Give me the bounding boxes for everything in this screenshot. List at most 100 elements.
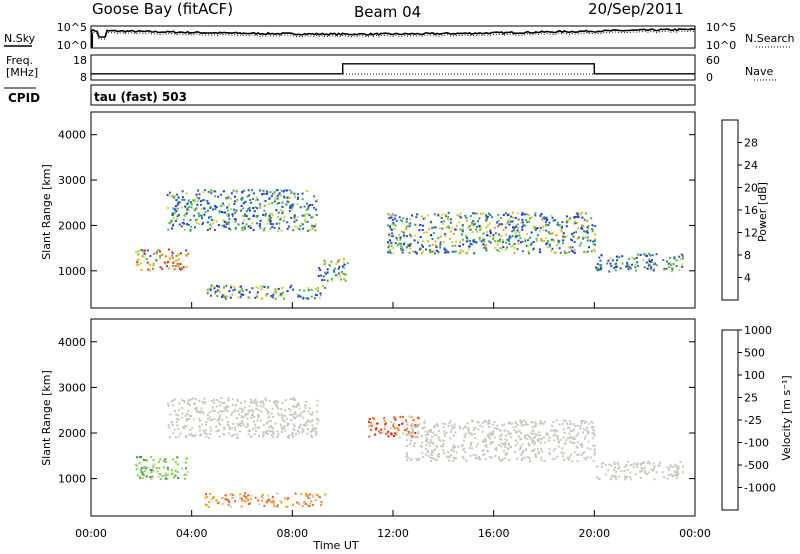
- echo-cell: [387, 246, 390, 249]
- echo-cell: [523, 419, 525, 422]
- echo-cell: [193, 214, 196, 217]
- time-tick-label: 00:00: [679, 527, 711, 540]
- echo-cell: [248, 405, 251, 408]
- colorbar-tick-label: 4: [744, 272, 751, 285]
- echo-cell: [253, 416, 256, 418]
- echo-cell: [193, 200, 196, 203]
- echo-cell: [231, 404, 234, 406]
- echo-cell: [400, 249, 402, 252]
- echo-cell: [492, 432, 495, 435]
- echo-cell: [655, 264, 658, 267]
- echo-cell: [557, 440, 560, 443]
- echo-cell: [514, 231, 517, 234]
- echo-cell: [229, 296, 232, 299]
- echo-cell: [601, 465, 603, 468]
- echo-cell: [206, 292, 209, 295]
- echo-cell: [274, 401, 277, 404]
- echo-cell: [407, 222, 410, 225]
- echo-cell: [273, 291, 276, 294]
- echo-cell: [471, 419, 474, 422]
- echo-cell: [268, 415, 271, 418]
- echo-cell: [268, 214, 271, 217]
- echo-cell: [409, 247, 412, 250]
- echo-cell: [629, 475, 632, 478]
- echo-cell: [652, 462, 655, 465]
- echo-cell: [271, 427, 274, 430]
- echo-cell: [447, 251, 450, 254]
- echo-cell: [342, 261, 345, 264]
- echo-cell: [431, 237, 434, 240]
- echo-cell: [192, 418, 195, 421]
- echo-cell: [241, 191, 244, 194]
- echo-cell: [289, 286, 292, 289]
- echo-cell: [278, 227, 281, 230]
- echo-cell: [419, 445, 422, 448]
- echo-cell: [573, 451, 576, 454]
- echo-cell: [564, 442, 567, 445]
- echo-cell: [292, 503, 294, 506]
- echo-cell: [447, 218, 449, 221]
- echo-cell: [415, 216, 418, 219]
- echo-cell: [197, 212, 200, 215]
- echo-cell: [670, 474, 673, 477]
- echo-cell: [529, 460, 532, 463]
- echo-cell: [142, 255, 145, 258]
- echo-cell: [175, 413, 178, 416]
- echo-cell: [263, 285, 266, 288]
- echo-cell: [295, 219, 298, 222]
- colorbar-tick-label: 16: [744, 204, 758, 217]
- echo-cell: [431, 436, 434, 439]
- echo-cell: [276, 435, 279, 438]
- echo-cell: [247, 225, 250, 228]
- echo-cell: [319, 294, 322, 296]
- echo-cell: [542, 225, 545, 228]
- echo-cell: [222, 204, 225, 207]
- echo-cell: [618, 256, 621, 259]
- echo-cell: [155, 252, 158, 255]
- echo-cell: [528, 444, 531, 447]
- echo-cell: [671, 270, 674, 273]
- echo-cell: [274, 422, 277, 425]
- echo-cell: [462, 448, 465, 451]
- echo-cell: [559, 251, 562, 254]
- echo-cell: [470, 223, 473, 226]
- echo-cell: [368, 420, 370, 423]
- noise-right-tick-top: 10^5: [706, 21, 736, 34]
- echo-cell: [486, 234, 489, 237]
- echo-cell: [633, 462, 636, 465]
- echo-cell: [171, 264, 174, 267]
- echo-cell: [650, 267, 652, 270]
- echo-cell: [326, 271, 329, 274]
- echo-cell: [652, 269, 655, 272]
- echo-cell: [399, 219, 402, 222]
- echo-cell: [485, 215, 487, 218]
- echo-cell: [302, 410, 305, 413]
- echo-cell: [402, 217, 405, 220]
- echo-cell: [444, 213, 447, 216]
- echo-cell: [198, 429, 201, 432]
- echo-cell: [520, 458, 523, 461]
- echo-cell: [405, 228, 408, 231]
- echo-cell: [593, 248, 596, 251]
- echo-cell: [247, 494, 250, 497]
- range-tick-label: 1000: [58, 473, 86, 486]
- echo-cell: [191, 435, 194, 437]
- echo-cell: [439, 439, 442, 442]
- nsky-trace: [90, 27, 696, 48]
- echo-cell: [205, 423, 208, 426]
- echo-cell: [240, 285, 243, 288]
- echo-cell: [277, 400, 280, 403]
- echo-cell: [639, 470, 641, 473]
- echo-cell: [631, 263, 633, 266]
- freq-label: Freq.: [6, 54, 33, 67]
- echo-cell: [145, 258, 148, 260]
- echo-cell: [197, 189, 200, 192]
- echo-cell: [262, 285, 265, 288]
- echo-cell: [260, 499, 263, 502]
- echo-cell: [637, 264, 640, 267]
- echo-cell: [584, 437, 586, 440]
- echo-cell: [649, 462, 652, 465]
- echo-cell: [164, 475, 167, 477]
- echo-cell: [186, 471, 189, 474]
- echo-cell: [170, 469, 173, 472]
